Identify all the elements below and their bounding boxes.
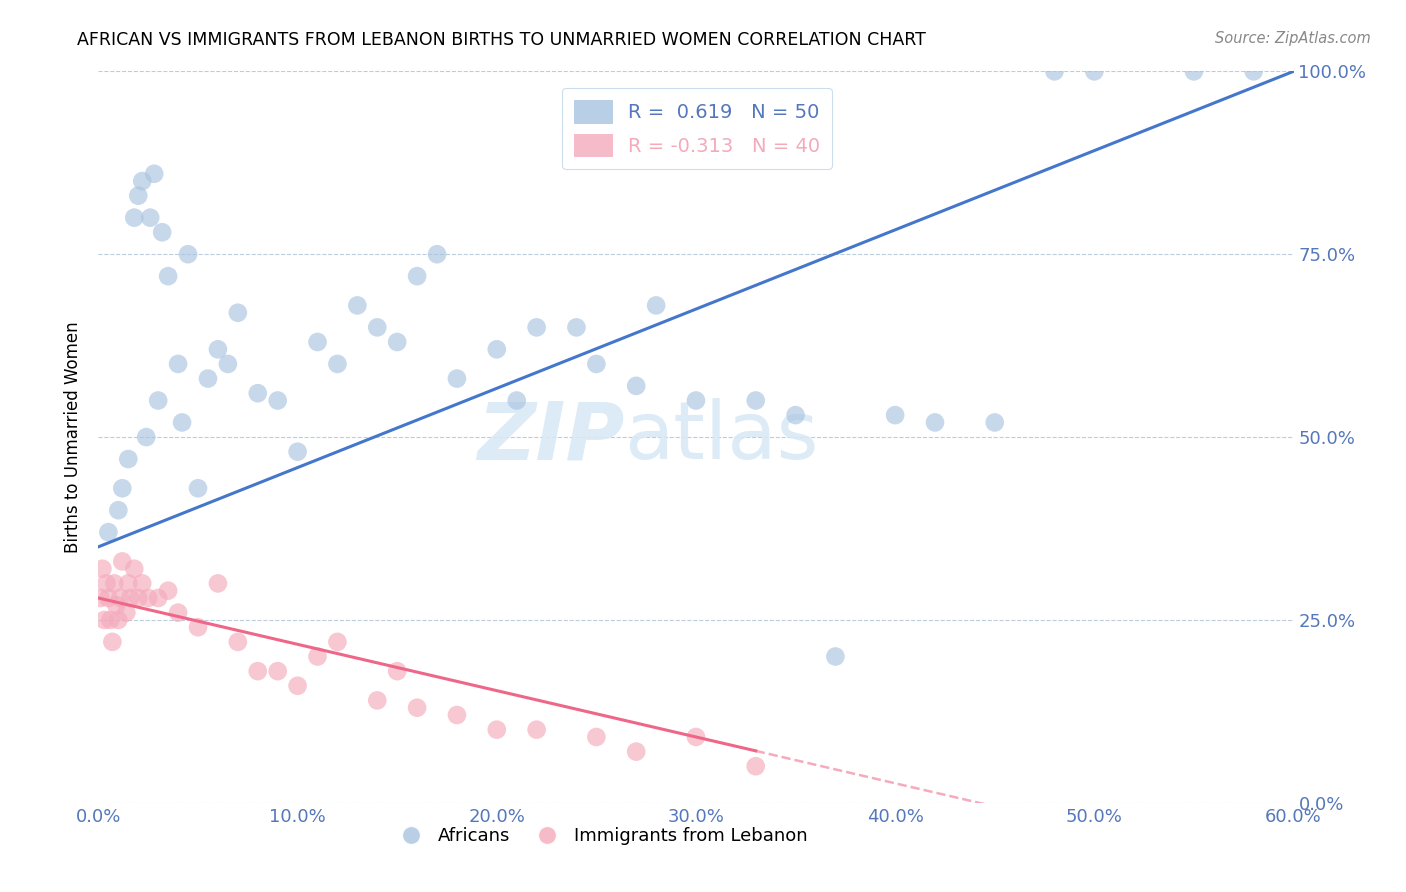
Point xyxy=(287,679,309,693)
Point xyxy=(148,393,170,408)
Text: ZIP: ZIP xyxy=(477,398,624,476)
Point xyxy=(1243,64,1265,78)
Point xyxy=(485,343,508,357)
Point xyxy=(287,444,309,458)
Point xyxy=(745,759,768,773)
Point xyxy=(157,583,180,598)
Point xyxy=(136,591,159,605)
Point xyxy=(626,745,648,759)
Point xyxy=(131,174,153,188)
Point xyxy=(226,635,249,649)
Point xyxy=(127,591,149,605)
Point xyxy=(110,591,132,605)
Point xyxy=(326,357,349,371)
Point xyxy=(1182,64,1205,78)
Point xyxy=(984,416,1007,430)
Point xyxy=(884,408,907,422)
Point xyxy=(107,613,129,627)
Point xyxy=(267,393,290,408)
Point xyxy=(446,708,468,723)
Point xyxy=(157,269,180,284)
Point xyxy=(506,393,529,408)
Point xyxy=(246,664,269,678)
Text: atlas: atlas xyxy=(624,398,818,476)
Point xyxy=(217,357,239,371)
Legend: Africans, Immigrants from Lebanon: Africans, Immigrants from Lebanon xyxy=(387,820,814,852)
Point xyxy=(565,320,588,334)
Point xyxy=(117,576,139,591)
Point xyxy=(366,320,388,334)
Point xyxy=(745,393,768,408)
Point xyxy=(187,620,209,634)
Text: Source: ZipAtlas.com: Source: ZipAtlas.com xyxy=(1215,31,1371,46)
Point xyxy=(107,503,129,517)
Point xyxy=(485,723,508,737)
Point xyxy=(685,730,707,744)
Point xyxy=(366,693,388,707)
Point xyxy=(526,723,548,737)
Point xyxy=(177,247,200,261)
Point xyxy=(97,591,120,605)
Point xyxy=(187,481,209,495)
Point xyxy=(91,562,114,576)
Point xyxy=(446,371,468,385)
Point xyxy=(585,730,607,744)
Point xyxy=(626,379,648,393)
Point xyxy=(117,452,139,467)
Point xyxy=(172,416,194,430)
Point xyxy=(585,357,607,371)
Point xyxy=(197,371,219,385)
Point xyxy=(385,334,409,349)
Point xyxy=(124,211,146,225)
Point xyxy=(645,298,668,312)
Point xyxy=(385,664,409,678)
Point xyxy=(148,591,170,605)
Point xyxy=(105,599,128,613)
Point xyxy=(824,649,846,664)
Point xyxy=(167,357,190,371)
Point xyxy=(426,247,449,261)
Point xyxy=(307,649,329,664)
Point xyxy=(89,591,111,605)
Point xyxy=(307,334,329,349)
Point xyxy=(150,225,173,239)
Point xyxy=(93,613,115,627)
Point xyxy=(246,386,269,401)
Y-axis label: Births to Unmarried Women: Births to Unmarried Women xyxy=(65,321,83,553)
Point xyxy=(111,481,134,495)
Point xyxy=(111,554,134,568)
Point xyxy=(139,211,162,225)
Point xyxy=(326,635,349,649)
Text: AFRICAN VS IMMIGRANTS FROM LEBANON BIRTHS TO UNMARRIED WOMEN CORRELATION CHART: AFRICAN VS IMMIGRANTS FROM LEBANON BIRTH… xyxy=(77,31,927,49)
Point xyxy=(207,576,229,591)
Point xyxy=(785,408,807,422)
Point xyxy=(685,393,707,408)
Point xyxy=(124,562,146,576)
Point xyxy=(1083,64,1105,78)
Point xyxy=(98,613,122,627)
Point xyxy=(96,576,118,591)
Point xyxy=(346,298,368,312)
Point xyxy=(267,664,290,678)
Point xyxy=(120,591,142,605)
Point xyxy=(103,576,125,591)
Point xyxy=(115,606,138,620)
Point xyxy=(924,416,946,430)
Point xyxy=(143,167,166,181)
Point xyxy=(406,700,429,714)
Point xyxy=(406,269,429,284)
Point xyxy=(226,306,249,320)
Point xyxy=(135,430,157,444)
Point xyxy=(207,343,229,357)
Point xyxy=(131,576,153,591)
Point xyxy=(526,320,548,334)
Point xyxy=(97,525,120,540)
Point xyxy=(127,188,149,202)
Point xyxy=(167,606,190,620)
Point xyxy=(1043,64,1066,78)
Point xyxy=(101,635,124,649)
